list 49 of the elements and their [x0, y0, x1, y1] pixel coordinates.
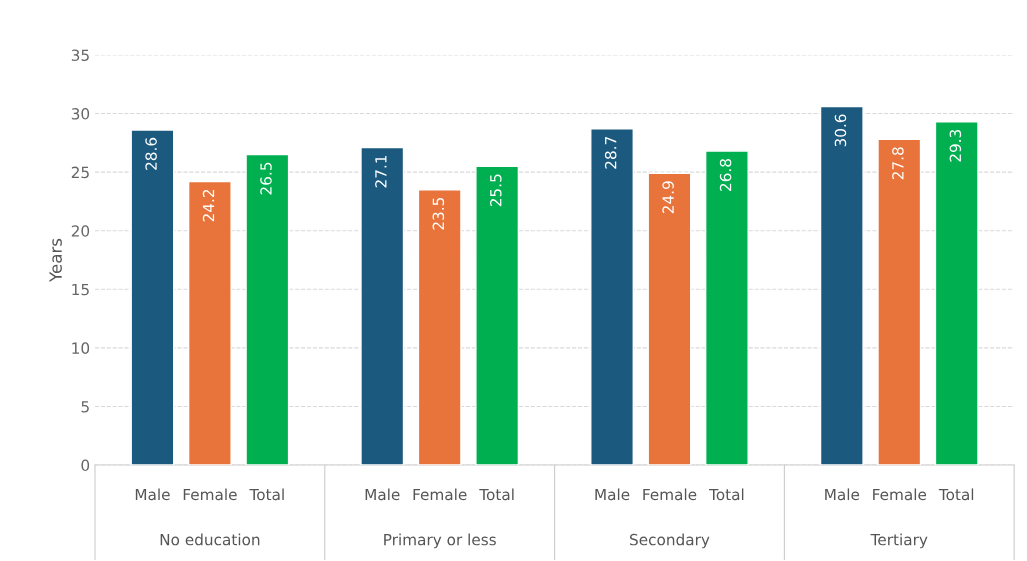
text: Male — [365, 488, 400, 501]
text: Male — [595, 488, 630, 501]
data-label: 26.8 — [719, 159, 732, 191]
text: Female — [183, 488, 237, 501]
data-label: 27.8 — [892, 147, 904, 180]
x-tick-label: Primary or less — [384, 533, 496, 549]
x-tick-label: Secondary — [630, 533, 710, 549]
data-label: 24.2 — [202, 189, 215, 222]
data-label: 26.5 — [260, 162, 272, 195]
y-tick-label: 0 — [81, 459, 90, 472]
series-label: Male — [135, 488, 170, 501]
x-tick-label: No education — [160, 533, 260, 546]
y-tick-label: 35 — [71, 49, 89, 61]
bar — [590, 128, 634, 466]
data-label: 25.5 — [490, 174, 502, 207]
bar — [877, 138, 922, 466]
y-axis-title: Years — [49, 238, 62, 283]
y-tick-label: 20 — [71, 225, 90, 237]
text: Female — [643, 488, 697, 501]
text: Total — [479, 488, 514, 501]
bar — [704, 150, 749, 466]
x-tick-label: Tertiary — [870, 533, 928, 549]
series-label: Total — [249, 488, 284, 501]
text: Total — [709, 488, 744, 501]
data-label: 27.1 — [375, 155, 387, 188]
bar — [934, 121, 979, 466]
data-label: 29.3 — [949, 129, 962, 162]
data-label: 28.7 — [604, 137, 617, 169]
data-label: 30.6 — [834, 114, 847, 147]
bar — [187, 180, 232, 466]
bar — [417, 189, 462, 466]
y-tick-label: 25 — [71, 166, 89, 179]
data-label: 24.9 — [662, 181, 674, 214]
bar — [130, 129, 175, 466]
text: Male — [825, 488, 860, 501]
bar — [245, 153, 290, 466]
text: Total — [938, 488, 974, 501]
data-label: 28.6 — [145, 137, 157, 170]
series-label: Female — [413, 488, 467, 501]
text: Female — [873, 488, 927, 501]
y-tick-label: 5 — [81, 401, 89, 413]
bar — [475, 165, 520, 466]
y-tick-label: 15 — [72, 283, 89, 296]
bar — [360, 146, 405, 466]
data-label: 23.5 — [432, 198, 445, 230]
bar — [647, 172, 692, 466]
y-tick-label: 10 — [72, 342, 90, 354]
y-tick-label: 30 — [71, 108, 90, 120]
bar — [819, 105, 864, 466]
